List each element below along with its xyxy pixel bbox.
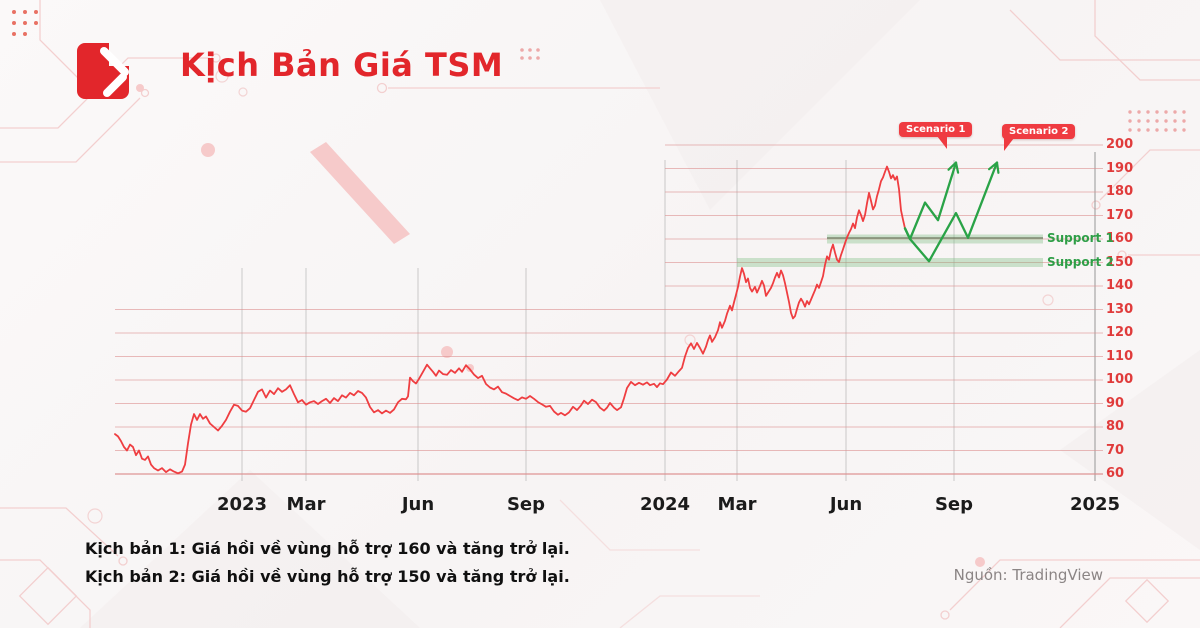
scenario-2-callout-tail (1004, 138, 1014, 151)
source-credit: Nguồn: TradingView (953, 566, 1103, 584)
x-tick-label: Mar (717, 494, 757, 515)
y-tick-label: 150 (1106, 254, 1134, 270)
x-tick-label: 2025 (1069, 494, 1121, 515)
y-tick-label: 190 (1106, 160, 1134, 176)
y-tick-label: 170 (1106, 207, 1134, 223)
x-tick-label: Sep (506, 494, 546, 515)
y-tick-label: 100 (1106, 372, 1134, 387)
scenario-1-description: Kịch bản 1: Giá hồi về vùng hỗ trợ 160 v… (85, 539, 570, 558)
scenario-2-description: Kịch bản 2: Giá hồi về vùng hỗ trợ 150 v… (85, 567, 570, 586)
x-tick-label: Jun (401, 494, 435, 515)
support-1-label: Support 1 (1047, 231, 1114, 245)
scenario-1-callout: Scenario 1 (899, 122, 973, 149)
y-tick-label: 120 (1106, 325, 1134, 340)
scenario-1-callout-label: Scenario 1 (906, 124, 966, 135)
support-2-label: Support 2 (1047, 255, 1114, 269)
y-tick-label: 160 (1106, 231, 1134, 246)
brand-logo (76, 42, 130, 100)
y-tick-label: 200 (1106, 137, 1134, 152)
y-tick-label: 60 (1106, 466, 1125, 481)
scenario-1-callout-tail (937, 136, 947, 149)
y-tick-label: 180 (1106, 184, 1134, 199)
scenario-2-callout-label: Scenario 2 (1009, 126, 1069, 137)
y-tick-label: 110 (1106, 348, 1134, 364)
y-tick-label: 130 (1106, 301, 1134, 317)
page-title: Kịch Bản Giá TSM (180, 46, 504, 84)
y-tick-label: 80 (1106, 419, 1125, 434)
x-tick-label: 2024 (639, 494, 691, 515)
brand-logo-icon (77, 43, 129, 99)
x-tick-label: Sep (934, 494, 974, 515)
x-tick-label: 2023 (216, 494, 268, 515)
y-tick-label: 90 (1106, 395, 1125, 411)
scenario-2-callout: Scenario 2 (1002, 124, 1076, 151)
y-tick-label: 70 (1106, 442, 1125, 458)
x-tick-label: Jun (829, 494, 863, 515)
x-tick-label: Mar (286, 494, 326, 515)
y-tick-label: 140 (1106, 278, 1134, 293)
